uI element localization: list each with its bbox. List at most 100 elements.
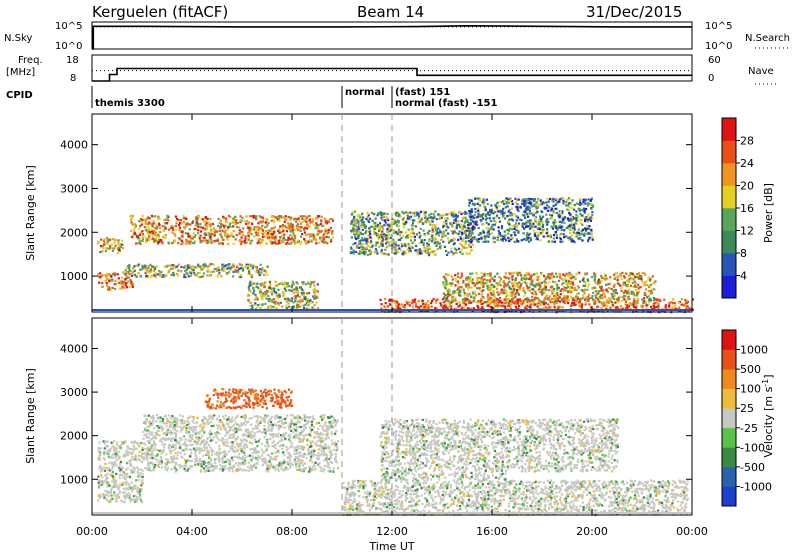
echo-cell — [241, 264, 243, 266]
echo-cell — [288, 289, 290, 291]
echo-cell — [526, 285, 528, 287]
echo-cell — [488, 296, 490, 298]
echo-cell — [542, 224, 544, 226]
echo-cell — [474, 214, 476, 216]
echo-cell — [158, 434, 160, 436]
echo-cell — [435, 229, 437, 231]
echo-cell — [357, 221, 359, 223]
echo-cell — [558, 215, 560, 217]
echo-cell — [459, 277, 461, 279]
echo-cell — [540, 203, 542, 205]
echo-cell — [674, 302, 676, 304]
echo-cell — [255, 296, 257, 298]
echo-cell — [621, 278, 623, 280]
echo-cell — [288, 285, 290, 287]
echo-cell — [523, 214, 525, 216]
echo-cell — [176, 273, 178, 275]
echo-cell — [287, 282, 289, 284]
echo-cell — [427, 248, 429, 250]
echo-cell — [529, 228, 531, 230]
echo-cell — [524, 211, 526, 213]
echo-cell — [218, 269, 220, 271]
echo-cell — [437, 248, 439, 250]
echo-cell — [548, 206, 550, 208]
echo-cell — [297, 240, 299, 242]
echo-cell — [468, 284, 470, 286]
cpid-entry-normal: normal — [345, 87, 385, 98]
echo-cell — [528, 286, 530, 288]
echo-cell — [594, 275, 596, 277]
echo-cell — [256, 268, 258, 270]
echo-cell — [564, 275, 566, 277]
echo-cell — [115, 245, 117, 247]
echo-cell — [630, 285, 632, 287]
echo-cell — [332, 230, 334, 232]
echo-cell — [557, 287, 559, 289]
echo-cell — [585, 301, 587, 303]
echo-cell — [469, 273, 471, 275]
echo-cell — [107, 243, 109, 245]
echo-cell — [541, 292, 543, 294]
echo-cell — [288, 216, 290, 218]
echo-cell — [328, 220, 330, 222]
echo-cell — [536, 279, 538, 281]
echo-cell — [410, 232, 412, 234]
echo-cell — [122, 247, 124, 249]
station-title: Kerguelen (fitACF) — [92, 3, 228, 21]
echo-cell — [274, 418, 276, 420]
echo-cell — [396, 215, 398, 217]
echo-cell — [299, 228, 301, 230]
echo-cell — [621, 272, 623, 274]
echo-cell — [247, 265, 249, 267]
echo-cell — [450, 285, 452, 287]
echo-cell — [509, 300, 511, 302]
echo-cell — [267, 266, 269, 268]
echo-cell — [559, 276, 561, 278]
echo-cell — [523, 200, 525, 202]
echo-cell — [564, 288, 566, 290]
colorbar-tick-label: 12 — [740, 225, 754, 238]
echo-cell — [165, 234, 167, 236]
echo-cell — [431, 251, 433, 253]
echo-cell — [626, 298, 628, 300]
echo-cell — [278, 215, 280, 217]
echo-cell — [353, 252, 355, 254]
echo-cell — [478, 238, 480, 240]
echo-cell — [577, 285, 579, 287]
echo-cell — [457, 239, 459, 241]
echo-cell — [515, 306, 517, 308]
echo-cell — [381, 236, 383, 238]
echo-cell — [197, 232, 199, 234]
echo-cell — [197, 229, 199, 231]
echo-cell — [482, 301, 484, 303]
echo-cell — [592, 239, 594, 241]
echo-cell — [431, 227, 433, 229]
echo-cell — [508, 230, 510, 232]
echo-cell — [403, 226, 405, 228]
echo-cell — [509, 292, 511, 294]
echo-cell — [393, 223, 395, 225]
echo-cell — [444, 300, 446, 302]
echo-cell — [497, 294, 499, 296]
echo-cell — [292, 431, 294, 433]
echo-cell — [603, 293, 605, 295]
echo-cell — [631, 278, 633, 280]
echo-cell — [434, 210, 436, 212]
echo-cell — [467, 253, 469, 255]
echo-cell — [573, 232, 575, 234]
echo-cell — [581, 219, 583, 221]
echo-cell — [245, 223, 247, 225]
echo-cell — [117, 273, 119, 275]
echo-cell — [105, 280, 107, 282]
echo-cell — [477, 307, 479, 309]
echo-cell — [558, 273, 560, 275]
echo-cell — [502, 208, 504, 210]
echo-cell — [212, 223, 214, 225]
echo-cell — [504, 199, 506, 201]
echo-cell — [546, 295, 548, 297]
echo-cell — [121, 277, 123, 279]
echo-cell — [358, 234, 360, 236]
echo-cell — [178, 229, 180, 231]
echo-cell — [469, 216, 471, 218]
echo-cell — [240, 276, 242, 278]
